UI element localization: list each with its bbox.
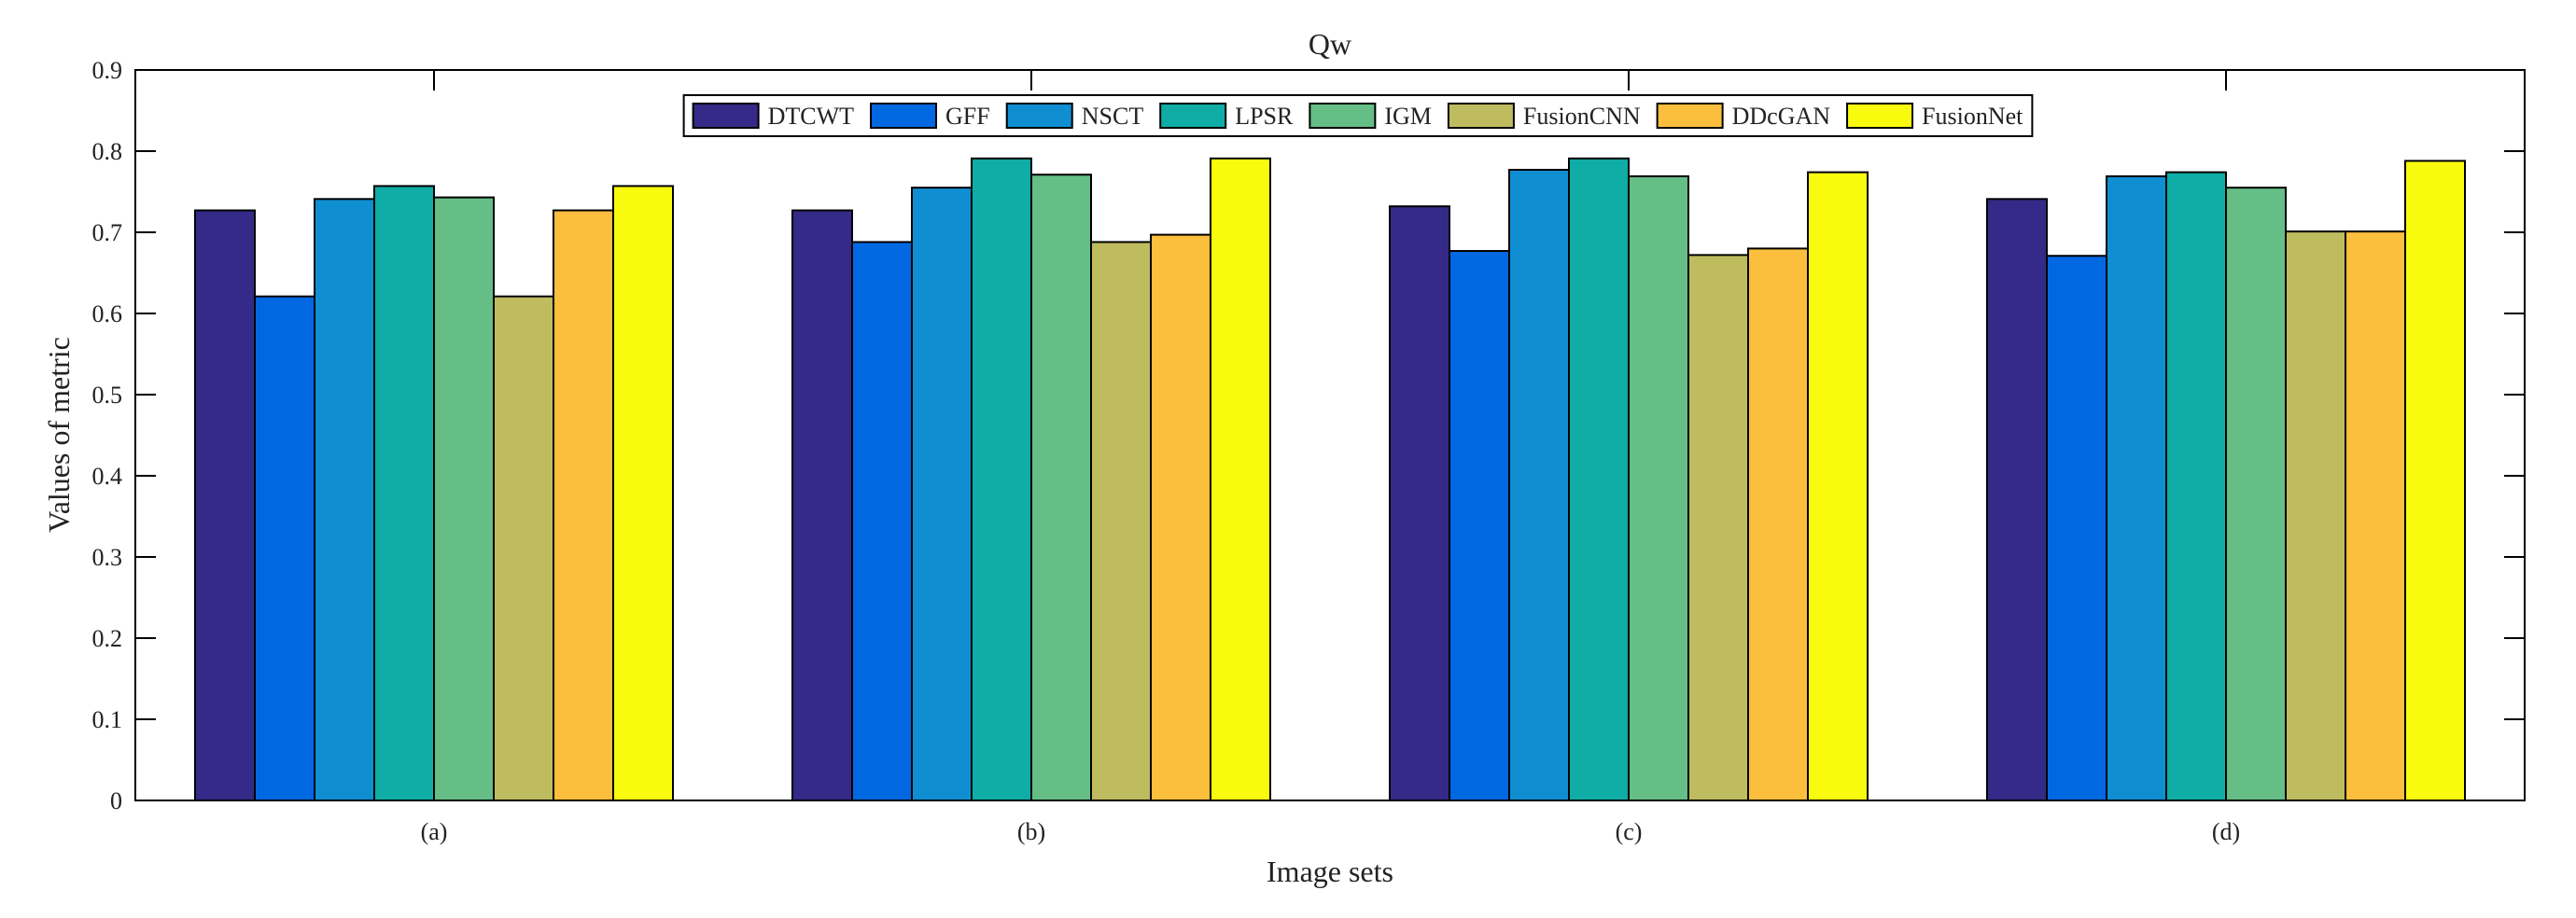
- bar-gff-0: [254, 295, 315, 802]
- bar-lpsr-1: [971, 157, 1032, 801]
- bar-gff-1: [851, 241, 913, 801]
- bar-ddcgan-0: [553, 209, 614, 801]
- y-axis: 0 0.1 0.2 0.3 0.4 0.5 0.6 0.7 0.8 0.9: [92, 57, 2525, 814]
- bar-gff-2: [1449, 250, 1510, 801]
- x-axis-label: Image sets: [1267, 855, 1393, 888]
- bar-fusioncnn-1: [1090, 241, 1152, 801]
- legend-label-lpsr: LPSR: [1235, 103, 1294, 130]
- bar-nsct-0: [314, 198, 375, 801]
- plot-frame: [134, 69, 2526, 801]
- legend-swatch-igm: [1309, 103, 1377, 129]
- bar-dtcwt-3: [1986, 198, 2048, 801]
- bar-nsct-1: [911, 187, 973, 801]
- y-axis-label: Values of metric: [42, 337, 76, 533]
- x-tick-label: (c): [1616, 818, 1643, 845]
- legend-swatch-fusioncnn: [1447, 103, 1515, 129]
- bar-fusionnet-0: [612, 185, 674, 802]
- legend-label-dtcwt: DTCWT: [768, 103, 855, 130]
- bar-igm-3: [2225, 187, 2287, 801]
- bar-nsct-3: [2106, 174, 2167, 802]
- legend: DTCWT GFF NSCT LPSR IGM FusionCNN DDcGAN Fusion…: [682, 94, 2034, 137]
- bar-igm-2: [1628, 174, 1689, 802]
- legend-swatch-fusionnet: [1846, 103, 1914, 129]
- y-tick-label: 0.3: [92, 544, 123, 571]
- legend-swatch-nsct: [1005, 103, 1073, 129]
- legend-swatch-ddcgan: [1656, 103, 1724, 129]
- legend-swatch-dtcwt: [692, 103, 760, 129]
- y-tick-label: 0.9: [92, 57, 123, 84]
- bar-igm-0: [433, 196, 495, 801]
- bar-fusionnet-2: [1807, 171, 1869, 801]
- x-tick-label: (b): [1017, 818, 1045, 845]
- bar-fusionnet-3: [2404, 160, 2466, 801]
- chart-title: Qw: [1309, 27, 1351, 61]
- y-tick-label: 0.1: [92, 706, 123, 733]
- bar-fusioncnn-2: [1687, 254, 1749, 801]
- y-tick-label: 0.8: [92, 138, 123, 165]
- legend-label-gff: GFF: [945, 103, 990, 130]
- bar-dtcwt-0: [194, 209, 256, 801]
- bar-ddcgan-3: [2345, 230, 2406, 801]
- bar-fusioncnn-3: [2285, 230, 2346, 801]
- bar-fusioncnn-0: [493, 295, 554, 802]
- y-tick-label: 0: [110, 787, 122, 814]
- bar-lpsr-3: [2165, 171, 2227, 801]
- bar-fusionnet-1: [1210, 157, 1271, 801]
- x-axis: (a) (b) (c) (d): [421, 70, 2240, 845]
- y-tick-label: 0.7: [92, 219, 123, 246]
- legend-swatch-gff: [870, 103, 938, 129]
- y-tick-label: 0.6: [92, 300, 123, 327]
- bar-lpsr-2: [1568, 157, 1630, 801]
- bar-igm-1: [1030, 174, 1092, 802]
- legend-label-nsct: NSCT: [1082, 103, 1144, 130]
- bar-nsct-2: [1508, 169, 1570, 801]
- y-tick-label: 0.2: [92, 625, 123, 652]
- y-tick-label: 0.4: [92, 463, 123, 490]
- x-tick-label: (a): [421, 818, 448, 845]
- bars-group: [194, 157, 2466, 802]
- bar-dtcwt-2: [1389, 205, 1450, 802]
- legend-label-ddcgan: DDcGAN: [1732, 103, 1831, 130]
- legend-label-fusionnet: FusionNet: [1922, 103, 2023, 130]
- y-tick-label: 0.5: [92, 382, 123, 409]
- legend-label-fusioncnn: FusionCNN: [1523, 103, 1641, 130]
- bar-dtcwt-1: [791, 209, 853, 801]
- bar-ddcgan-2: [1747, 247, 1809, 801]
- bar-lpsr-0: [373, 185, 435, 802]
- legend-label-igm: IGM: [1384, 103, 1432, 130]
- legend-swatch-lpsr: [1159, 103, 1227, 129]
- bar-ddcgan-1: [1150, 233, 1211, 802]
- x-tick-label: (d): [2212, 818, 2240, 845]
- bar-gff-3: [2046, 255, 2107, 802]
